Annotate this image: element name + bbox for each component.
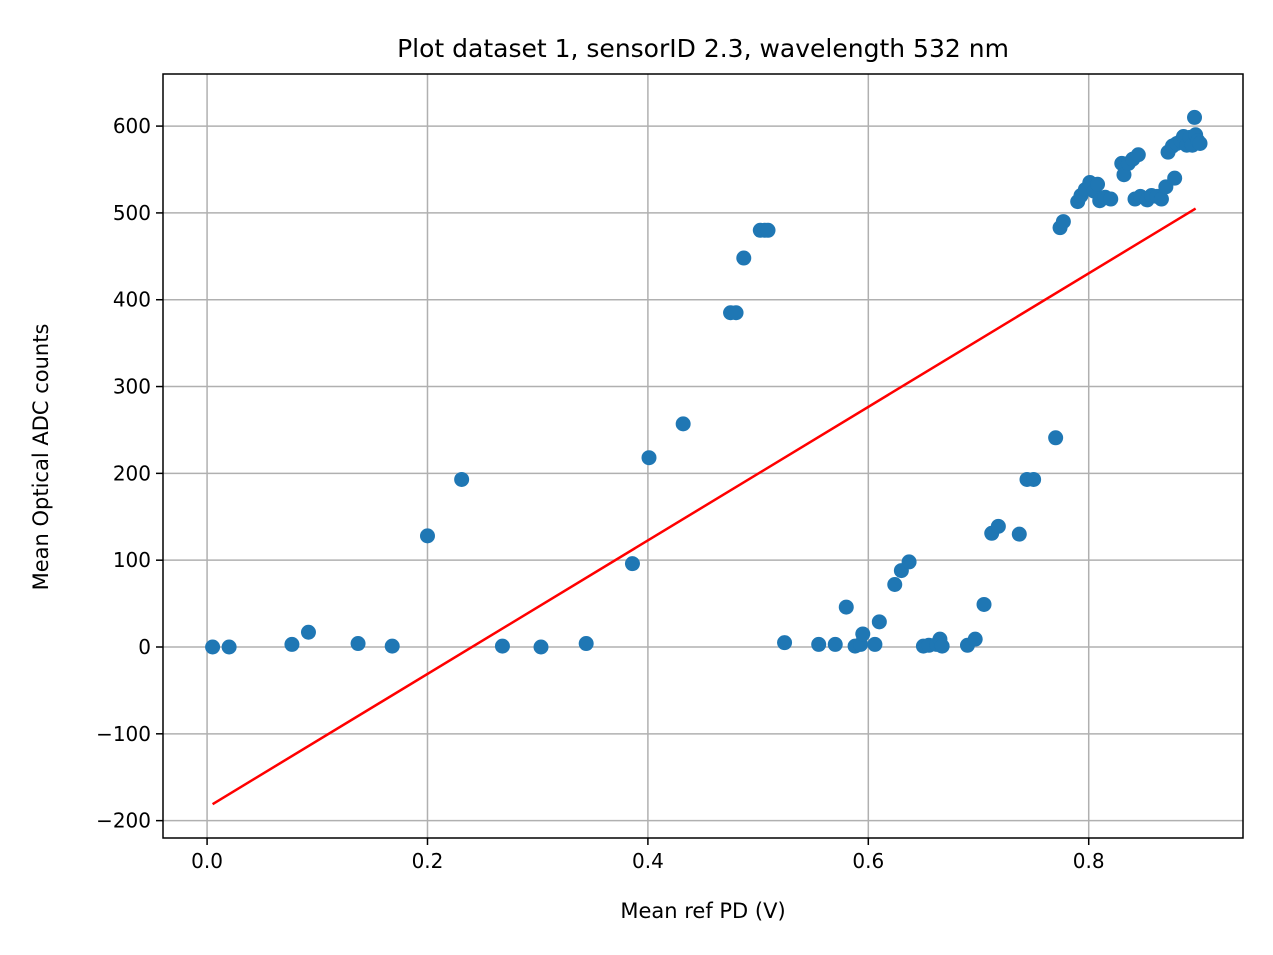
data-point	[901, 554, 917, 570]
data-point	[1011, 526, 1027, 542]
data-point	[533, 639, 549, 655]
data-point	[827, 636, 843, 652]
fit-line	[211, 207, 1197, 806]
chart-title: Plot dataset 1, sensorID 2.3, wavelength…	[397, 34, 1009, 63]
x-tick-label: 0.2	[412, 849, 444, 873]
data-point	[990, 518, 1006, 534]
data-point	[967, 631, 983, 647]
data-point	[675, 416, 691, 432]
data-point	[494, 638, 510, 654]
data-point	[855, 626, 871, 642]
y-tick-label: 100	[113, 548, 151, 572]
y-tick-label: 300	[113, 375, 151, 399]
fit-line-layer	[211, 207, 1197, 806]
data-point	[1130, 147, 1146, 163]
grid	[163, 74, 1243, 838]
scatter-points	[205, 109, 1208, 655]
y-tick-label: 400	[113, 288, 151, 312]
data-point	[736, 250, 752, 266]
data-point	[205, 639, 221, 655]
plot-area-frame	[162, 73, 1244, 839]
data-point	[578, 636, 594, 652]
x-axis: 0.0 0.2 0.4 0.6 0.8	[191, 838, 1105, 873]
data-point	[624, 556, 640, 572]
data-point	[1026, 471, 1042, 487]
data-point	[1103, 191, 1119, 207]
x-axis-title: Mean ref PD (V)	[620, 899, 785, 923]
data-point	[728, 305, 744, 321]
data-point	[1167, 170, 1183, 186]
data-point	[760, 222, 776, 238]
data-point	[221, 639, 237, 655]
data-point	[454, 471, 470, 487]
data-point	[641, 450, 657, 466]
data-point	[1192, 135, 1208, 151]
y-tick-label: 200	[113, 461, 151, 485]
data-point	[838, 599, 854, 615]
data-point	[1153, 191, 1169, 207]
x-tick-label: 0.0	[191, 849, 223, 873]
data-point	[1187, 109, 1203, 125]
data-point	[419, 528, 435, 544]
y-tick-label: 500	[113, 201, 151, 225]
data-point	[284, 636, 300, 652]
data-point	[350, 636, 366, 652]
x-tick-label: 0.6	[852, 849, 884, 873]
y-tick-label: −100	[96, 722, 151, 746]
data-point	[1090, 176, 1106, 192]
y-tick-label: 600	[113, 114, 151, 138]
data-point	[1116, 167, 1132, 183]
data-point	[976, 596, 992, 612]
data-point	[867, 636, 883, 652]
data-point	[384, 638, 400, 654]
data-point	[300, 624, 316, 640]
y-axis: −200 −100 0 100 200 300 400 500 600	[96, 114, 163, 833]
y-axis-title: Mean Optical ADC counts	[29, 324, 53, 591]
data-point	[1048, 430, 1064, 446]
x-tick-label: 0.4	[632, 849, 664, 873]
x-tick-label: 0.8	[1073, 849, 1105, 873]
data-point	[887, 576, 903, 592]
data-point	[934, 638, 950, 654]
data-point	[811, 636, 827, 652]
data-point	[871, 614, 887, 630]
y-tick-label: −200	[96, 809, 151, 833]
y-tick-label: 0	[138, 635, 151, 659]
data-point	[777, 635, 793, 651]
data-point	[1055, 214, 1071, 230]
